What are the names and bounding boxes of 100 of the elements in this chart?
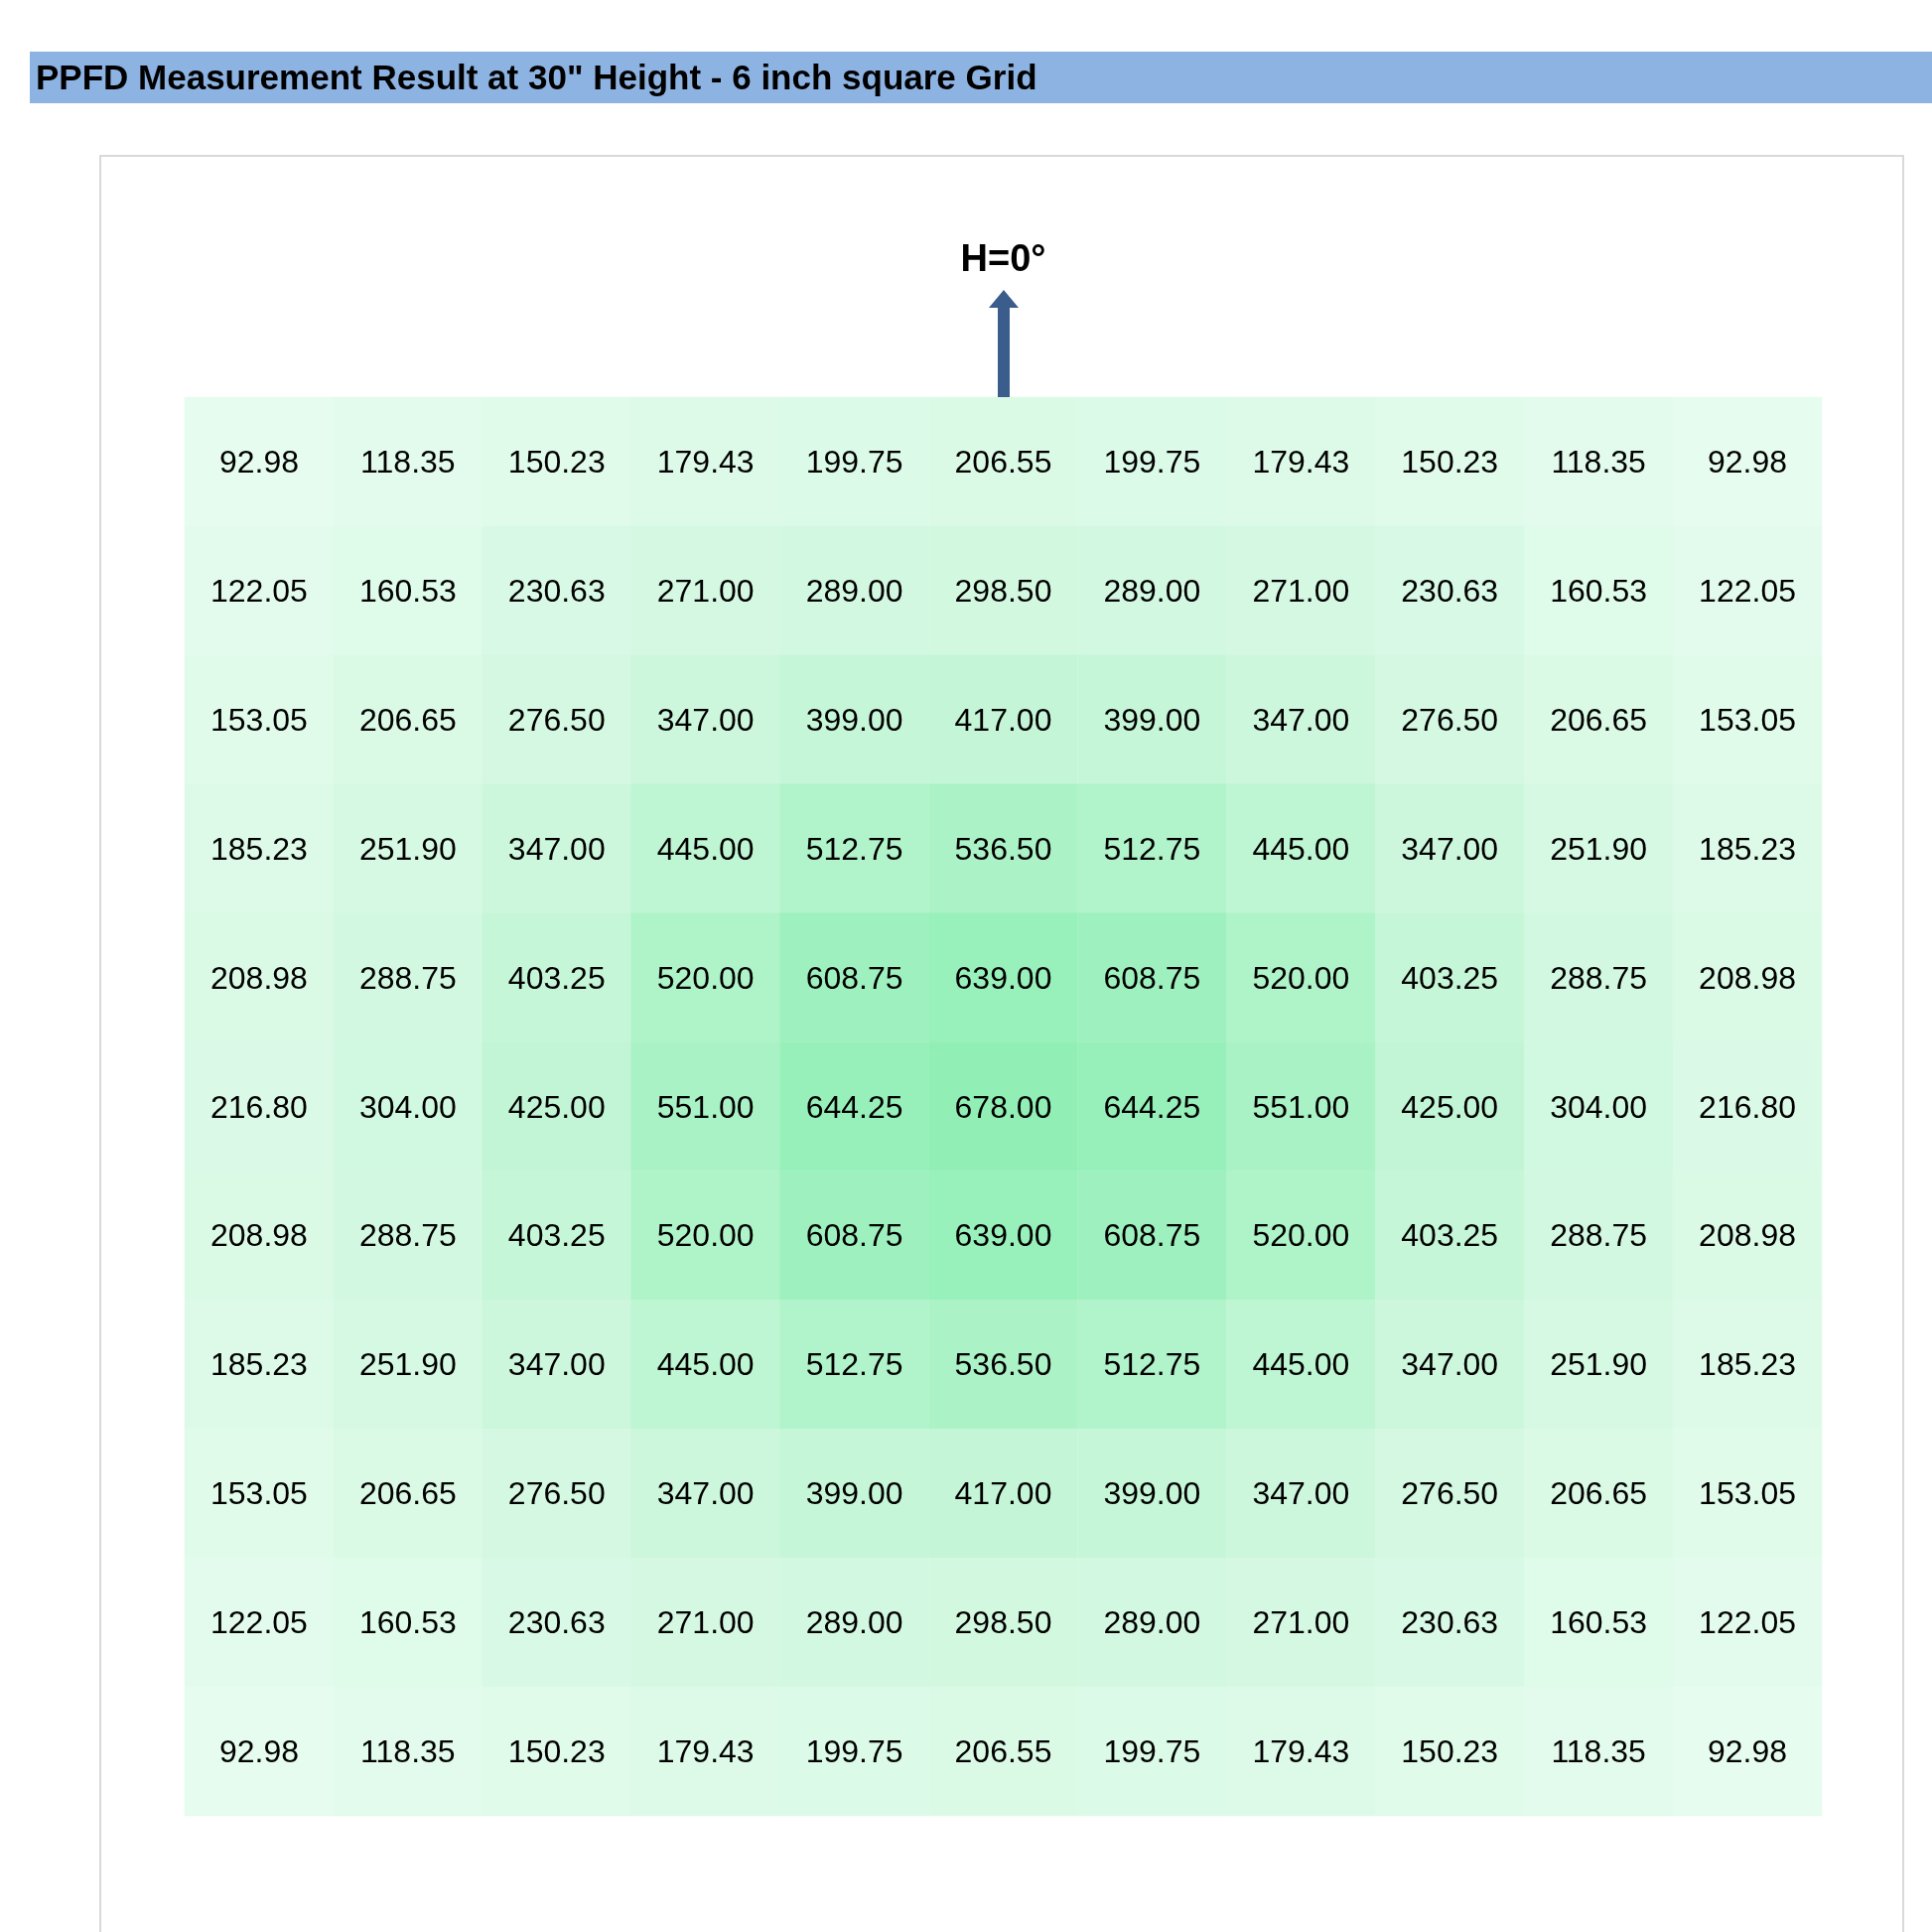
data-label: 185.23: [1699, 830, 1796, 867]
data-label: 230.63: [1401, 1604, 1499, 1641]
data-label: 425.00: [507, 1088, 606, 1125]
data-label: 122.05: [210, 1604, 308, 1641]
data-label: 304.00: [358, 1088, 457, 1125]
data-label: 185.23: [210, 1346, 308, 1383]
data-label: 199.75: [805, 443, 903, 480]
data-label: 206.55: [954, 1733, 1052, 1770]
data-label: 445.00: [656, 830, 755, 867]
data-label: 551.00: [656, 1088, 755, 1125]
data-label: 199.75: [1103, 1733, 1201, 1770]
data-label: 276.50: [1401, 1475, 1499, 1512]
chart-title: PPFD Measurement Result at 30" Height - 6 inch square Grid: [36, 57, 1037, 98]
data-label: 179.43: [656, 443, 755, 480]
data-label: 160.53: [1550, 572, 1648, 609]
data-label: 208.98: [1699, 1217, 1796, 1254]
data-label: 118.35: [360, 1733, 456, 1770]
data-label: 122.05: [1699, 1604, 1796, 1641]
data-label: 230.63: [507, 572, 606, 609]
data-label: 512.75: [1103, 1346, 1201, 1383]
data-label: 251.90: [1550, 830, 1648, 867]
data-label: 551.00: [1252, 1088, 1350, 1125]
data-label: 403.25: [507, 1217, 606, 1254]
data-label: 512.75: [1103, 830, 1201, 867]
data-label: 185.23: [1699, 1346, 1796, 1383]
data-label: 153.05: [210, 1475, 308, 1512]
data-label: 347.00: [507, 830, 606, 867]
data-label: 179.43: [656, 1733, 755, 1770]
data-label: 536.50: [954, 1346, 1052, 1383]
data-label: 399.00: [1103, 701, 1201, 738]
data-label: 347.00: [1401, 830, 1499, 867]
data-label: 216.80: [210, 1088, 308, 1125]
data-label: 230.63: [1401, 572, 1499, 609]
data-label: 608.75: [1103, 959, 1201, 996]
data-label: 122.05: [1699, 572, 1796, 609]
data-label: 251.90: [1550, 1346, 1648, 1383]
data-label: 520.00: [656, 959, 755, 996]
data-label: 288.75: [358, 1217, 457, 1254]
data-label: 347.00: [656, 701, 755, 738]
data-label: 536.50: [954, 830, 1052, 867]
data-label: 520.00: [1252, 1217, 1350, 1254]
data-label: 403.25: [1401, 1217, 1499, 1254]
data-label: 251.90: [358, 1346, 457, 1383]
data-label: 150.23: [1401, 443, 1499, 480]
data-label: 153.05: [1699, 701, 1796, 738]
data-label: 206.55: [954, 443, 1052, 480]
data-label: 118.35: [1551, 443, 1646, 480]
data-label: 639.00: [954, 959, 1052, 996]
data-label: 644.25: [1103, 1088, 1201, 1125]
data-label: 644.25: [805, 1088, 903, 1125]
data-label: 92.98: [1708, 1733, 1788, 1770]
data-label: 298.50: [954, 1604, 1052, 1641]
data-label: 185.23: [210, 830, 308, 867]
data-label: 289.00: [805, 572, 903, 609]
data-label: 206.65: [358, 701, 457, 738]
data-label: 208.98: [210, 959, 308, 996]
data-label: 153.05: [1699, 1475, 1796, 1512]
data-label: 445.00: [656, 1346, 755, 1383]
data-label: 179.43: [1252, 1733, 1350, 1770]
data-label: 160.53: [358, 1604, 457, 1641]
data-label: 288.75: [1550, 959, 1648, 996]
data-label: 403.25: [1401, 959, 1499, 996]
data-label: 520.00: [1252, 959, 1350, 996]
data-label: 298.50: [954, 572, 1052, 609]
data-label: 403.25: [507, 959, 606, 996]
data-label: 678.00: [954, 1088, 1052, 1125]
data-label: 289.00: [1103, 1604, 1201, 1641]
data-label: 216.80: [1699, 1088, 1796, 1125]
data-label: 208.98: [210, 1217, 308, 1254]
data-label: 160.53: [1550, 1604, 1648, 1641]
data-label: 288.75: [358, 959, 457, 996]
data-label: 512.75: [805, 830, 903, 867]
data-label: 399.00: [805, 1475, 903, 1512]
data-label: 251.90: [358, 830, 457, 867]
data-label: 230.63: [507, 1604, 606, 1641]
data-label: 118.35: [1551, 1733, 1646, 1770]
data-label: 288.75: [1550, 1217, 1648, 1254]
text: H=0°: [960, 236, 1046, 280]
data-label: 271.00: [656, 1604, 755, 1641]
data-label: 208.98: [1699, 959, 1796, 996]
data-label: 425.00: [1401, 1088, 1499, 1125]
data-label: 206.65: [1550, 1475, 1648, 1512]
data-label: 276.50: [507, 701, 606, 738]
data-label: 347.00: [1401, 1346, 1499, 1383]
data-label: 92.98: [1708, 443, 1788, 480]
data-label: 289.00: [1103, 572, 1201, 609]
data-label: 347.00: [1252, 1475, 1350, 1512]
data-label: 520.00: [656, 1217, 755, 1254]
data-label: 153.05: [210, 701, 308, 738]
data-label: 92.98: [218, 443, 299, 480]
data-label: 445.00: [1252, 1346, 1350, 1383]
data-label: 608.75: [805, 1217, 903, 1254]
data-label: 150.23: [507, 1733, 606, 1770]
data-label: 608.75: [805, 959, 903, 996]
data-label: 150.23: [1401, 1733, 1499, 1770]
data-label: 206.65: [1550, 701, 1648, 738]
data-label: 417.00: [954, 1475, 1052, 1512]
data-label: 289.00: [805, 1604, 903, 1641]
data-label: 304.00: [1550, 1088, 1648, 1125]
data-label: 399.00: [805, 701, 903, 738]
